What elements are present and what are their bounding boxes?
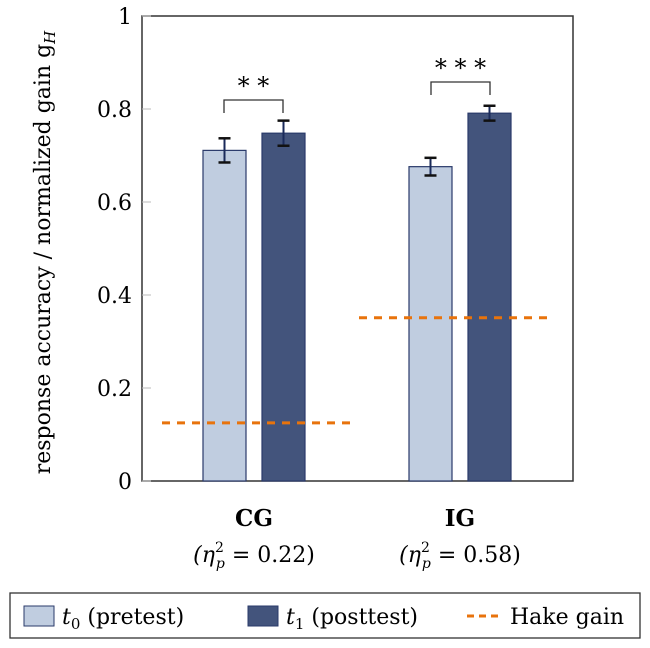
significance-bracket bbox=[223, 99, 284, 113]
legend-text: (posttest) bbox=[304, 605, 418, 630]
y-axis-label-sub: H bbox=[41, 30, 59, 45]
legend-var: t bbox=[62, 605, 71, 630]
category-label: CG bbox=[235, 505, 273, 532]
significance-label: * * * bbox=[435, 54, 486, 82]
effect-prefix: (η bbox=[193, 543, 215, 568]
legend-frame bbox=[9, 592, 641, 639]
y-tick-label: 0.6 bbox=[97, 191, 132, 216]
effect-value: = 0.22) bbox=[225, 543, 315, 568]
legend-label: Hake gain bbox=[510, 605, 624, 630]
y-tick-label: 0.4 bbox=[97, 284, 132, 309]
legend-var: t bbox=[286, 605, 295, 630]
bar bbox=[467, 112, 512, 482]
effect-sub: p bbox=[216, 556, 225, 572]
y-axis-label: response accuracy / normalized gain gH bbox=[31, 30, 59, 474]
effect-size-label: (η2 p = 0.58) bbox=[399, 540, 521, 572]
legend-swatch bbox=[247, 605, 279, 627]
effect-sub: p bbox=[422, 556, 431, 572]
plot-frame bbox=[141, 15, 574, 482]
effect-sup: 2 bbox=[215, 540, 224, 556]
legend-sub: 1 bbox=[295, 615, 305, 633]
y-tick-label: 0.8 bbox=[97, 98, 132, 123]
effect-sup: 2 bbox=[421, 540, 430, 556]
effect-prefix: (η bbox=[399, 543, 421, 568]
significance-bracket bbox=[430, 81, 491, 95]
legend-sub: 0 bbox=[71, 615, 81, 633]
significance-label: * * bbox=[238, 72, 270, 100]
y-tick-label: 1 bbox=[118, 5, 132, 30]
y-tick-label: 0 bbox=[118, 470, 132, 495]
legend-swatch bbox=[23, 605, 55, 627]
bar bbox=[408, 166, 453, 482]
bar bbox=[261, 132, 306, 482]
effect-size-label: (η2 p = 0.22) bbox=[193, 540, 315, 572]
category-label: IG bbox=[445, 505, 475, 532]
legend-label: t0 (pretest) bbox=[62, 605, 184, 633]
bar bbox=[202, 149, 247, 482]
y-tick-label: 0.2 bbox=[97, 377, 132, 402]
legend-text: (pretest) bbox=[80, 605, 184, 630]
effect-value: = 0.58) bbox=[431, 543, 521, 568]
legend: t0 (pretest) t1 (posttest) Hake gain bbox=[9, 592, 641, 639]
legend-label: t1 (posttest) bbox=[286, 605, 418, 633]
